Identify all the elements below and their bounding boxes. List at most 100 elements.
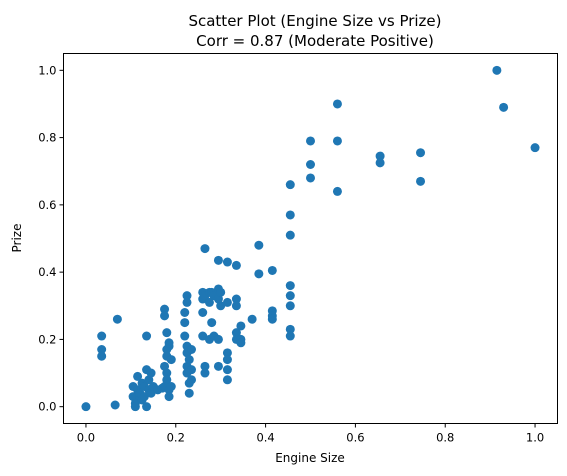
data-point [216,287,226,297]
data-point [267,314,277,324]
data-point [492,65,502,75]
data-point [162,328,172,338]
data-point [332,136,342,146]
y-tick-label: 0.0 [38,400,56,414]
data-point [207,318,217,328]
data-point [285,331,295,341]
data-point [186,375,196,385]
data-point [180,318,190,328]
data-point [375,158,385,168]
data-point [166,355,176,365]
data-point [285,210,295,220]
data-point [332,99,342,109]
data-point [254,269,264,279]
data-point [222,348,232,358]
data-point [182,297,192,307]
data-point [499,102,509,112]
data-point [180,308,190,317]
data-point [213,334,223,344]
data-point [164,392,174,402]
data-point [222,365,232,375]
data-point [267,265,277,275]
data-point [180,331,190,341]
data-point [97,331,107,341]
data-point [200,361,210,371]
data-point [160,311,170,321]
data-point [306,160,315,169]
data-point [110,400,120,410]
data-point [222,257,232,267]
data-point [231,328,241,338]
data-point [130,402,140,412]
data-point [222,375,232,385]
plot-frame [63,53,558,424]
points-layer [81,65,540,412]
data-point [247,314,257,324]
data-point [184,355,194,365]
x-tick-label: 0.8 [436,431,454,445]
data-point [184,388,194,398]
data-point [236,321,246,331]
data-point [254,240,264,250]
data-point [306,173,315,183]
data-point [198,308,208,317]
data-point [285,301,295,311]
data-point [530,143,540,153]
data-point [213,361,223,371]
data-point [222,297,232,307]
data-point [81,402,91,412]
data-point [231,294,241,304]
data-point [375,151,385,161]
x-tick-label: 0.0 [77,431,95,445]
y-axis-label: Prize [10,224,24,253]
y-tick-label: 0.8 [38,131,56,145]
data-point [97,345,107,354]
data-point [162,375,172,385]
data-point [204,297,214,307]
data-point [142,331,152,341]
data-point [416,148,426,158]
data-point [139,392,149,402]
data-point [231,260,241,270]
x-tick-label: 0.6 [346,431,364,445]
data-point [182,291,192,301]
x-tick-label: 0.2 [167,431,185,445]
data-point [285,230,295,240]
data-point [236,338,246,348]
x-tick-label: 1.0 [526,431,544,445]
data-point [160,304,170,314]
data-point [200,368,210,378]
data-point [222,355,232,365]
chart-subtitle: Corr = 0.87 (Moderate Positive) [196,32,434,50]
data-point [166,382,176,391]
data-point [186,345,196,354]
data-point [285,281,295,291]
data-point [216,301,226,311]
data-point [200,244,210,254]
chart-title: Scatter Plot (Engine Size vs Prize) [188,12,441,30]
data-point [164,338,174,348]
data-point [332,186,342,196]
y-tick-label: 0.2 [38,332,56,346]
x-tick-label: 0.4 [256,431,274,445]
data-point [162,368,172,378]
data-point [285,291,295,301]
data-point [306,136,315,146]
x-axis-ticks: 0.0 0.2 0.4 0.6 0.8 1.0 [77,423,544,445]
y-tick-label: 1.0 [38,63,56,77]
data-point [186,365,196,375]
data-point [416,176,426,186]
x-axis-label: Engine Size [275,451,345,465]
data-point [285,324,295,334]
y-tick-label: 0.4 [38,265,56,279]
data-point [198,331,208,341]
data-point [231,301,241,311]
data-point [285,180,295,190]
data-point [97,351,107,361]
data-point [112,314,122,324]
y-tick-label: 0.6 [38,198,56,212]
y-axis-ticks: 0.0 0.2 0.4 0.6 0.8 1.0 [38,63,64,414]
data-point [146,368,156,378]
data-point [133,371,143,381]
